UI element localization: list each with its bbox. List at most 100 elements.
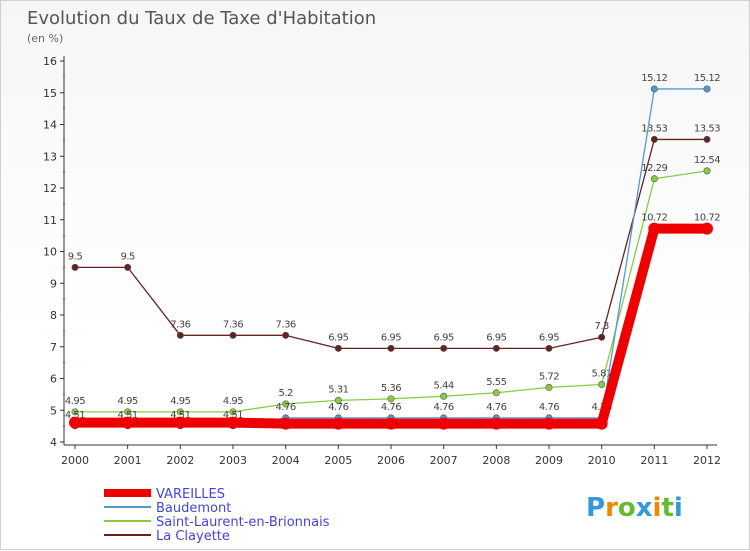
data-point [543,417,555,430]
legend-label: Baudemont [156,501,231,516]
data-point [69,416,81,429]
series-vareilles: 10.72 10.72 [69,213,721,430]
data-point [229,331,237,339]
data-point [650,85,658,93]
data-label: 4.95 [223,396,243,407]
y-tick-label: 14 [43,119,57,132]
data-label: 4.76 [434,402,454,413]
x-tick-label: 2011 [640,454,668,467]
y-minor-dot [63,107,65,110]
data-point [121,416,134,429]
data-label: 7.36 [276,319,296,330]
data-point [598,333,606,341]
data-point [437,417,450,430]
brand-logo: Proxiti [586,493,683,523]
data-point [703,167,711,175]
data-point [124,408,132,416]
data-label: 15.12 [641,73,667,84]
data-point [176,408,184,416]
y-minor-dot [63,393,65,396]
y-minor-dot [63,139,65,142]
data-point [648,222,661,235]
data-point [492,389,500,397]
y-minor-dot [63,266,65,269]
series-saint-laurent-en-brionnais: 4.95 4.95 4.95 4.95 5.2 5.31 5.36 5.44 5.55 5.72 5… [65,155,721,416]
data-point [598,381,606,389]
y-minor-dot [63,171,65,174]
data-label: 9.5 [120,251,135,262]
x-tick-label: 2007 [430,454,458,467]
data-point [490,417,503,430]
data-point [492,344,500,352]
data-point [282,400,290,408]
brand-letter: x [636,493,653,523]
series-line [74,138,708,349]
data-label: 6.95 [434,332,454,343]
y-tick-label: 13 [43,150,57,163]
data-label: 6.95 [328,332,348,343]
legend: VAREILLESBaudemontSaint-Laurent-en-Brion… [104,487,330,544]
x-tick-label: 2000 [61,454,89,467]
data-point [440,344,448,352]
legend-label: VAREILLES [156,487,225,502]
y-minor-dot [63,298,65,301]
data-label: 9.5 [68,251,83,262]
data-label: 4.95 [65,396,85,407]
data-point [545,344,553,352]
data-point [124,263,132,271]
legend-label: Saint-Laurent-en-Brionnais [156,515,330,530]
data-point [650,135,658,143]
data-label: 6.95 [486,332,506,343]
data-point [282,331,290,339]
x-tick-label: 2004 [272,454,300,467]
data-label: 5.2 [278,388,293,399]
data-label: 5.31 [328,384,348,395]
data-point [701,222,713,235]
brand-letter: r [605,493,618,523]
data-label: 12.29 [641,163,667,174]
x-tick-label: 2009 [535,454,563,467]
x-tick-label: 2001 [114,454,142,467]
data-point [387,344,395,352]
data-label: 7.36 [223,319,243,330]
y-minor-dot [63,234,65,237]
data-label: 4.76 [276,402,296,413]
chart-subtitle: (en %) [27,32,63,45]
data-label: 5.36 [381,383,401,394]
y-minor-dot [63,361,65,364]
y-tick-label: 11 [43,214,57,227]
data-label: 4.76 [486,402,506,413]
y-tick-label: 4 [50,436,57,449]
brand-letter: i [653,493,662,523]
data-label: 5.81 [592,369,612,380]
x-tick-label: 2006 [377,454,405,467]
y-tick-label: 15 [43,87,57,100]
data-point [440,392,448,400]
data-label: 4.76 [381,402,401,413]
y-minor-dot [63,329,65,332]
data-point [71,408,79,416]
brand-text: Proxiti [586,493,683,523]
data-label: 15.12 [694,73,720,84]
x-tick-label: 2012 [693,454,721,467]
y-tick-label: 8 [50,309,57,322]
y-tick-label: 5 [50,404,57,417]
y-minor-dot [63,425,65,428]
data-point [176,331,184,339]
data-label: 4.51 [118,410,138,421]
x-tick-label: 2002 [166,454,194,467]
data-label: 4.51 [65,410,85,421]
axes: 4 5 6 7 8 9 10 11 12 13 14 15 16 2000 2001 2002 2003 2004… [43,55,721,467]
data-label: 5.44 [434,380,454,391]
y-tick-label: 12 [43,182,57,195]
data-label: 4.51 [170,410,190,421]
data-point [332,417,345,430]
data-point [650,175,658,183]
brand-letter: i [674,493,683,523]
brand-letter: P [586,493,605,523]
legend-label: La Clayette [156,529,230,544]
brand-letter: t [661,493,673,523]
data-label: 10.72 [694,213,720,224]
